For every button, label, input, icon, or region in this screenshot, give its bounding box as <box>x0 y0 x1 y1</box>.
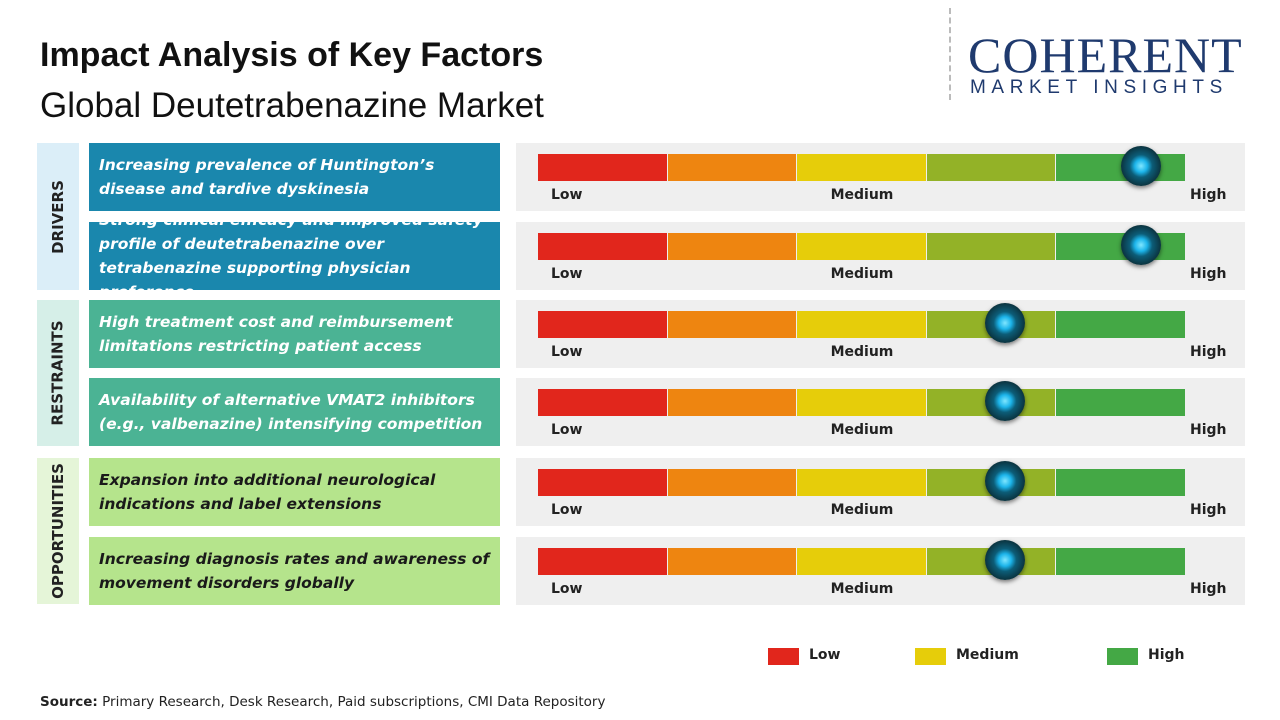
gauge-segment <box>797 311 926 338</box>
scale-label: High <box>1190 581 1227 597</box>
gauge: Low Medium High <box>516 378 1245 446</box>
gauge-segment <box>1056 311 1185 338</box>
source: Source: Primary Research, Desk Research,… <box>40 694 605 710</box>
gauge-segment <box>667 154 797 181</box>
gauge-segment <box>797 154 926 181</box>
impact-knob <box>1120 225 1161 265</box>
source-label: Source: <box>40 694 98 710</box>
divider <box>949 8 951 100</box>
gauge-segment <box>667 311 797 338</box>
scale-label: Low <box>551 187 583 203</box>
scale-label: Low <box>551 422 583 438</box>
legend-label: Medium <box>956 647 1019 663</box>
scale-label: Low <box>551 266 583 282</box>
legend-swatch <box>768 648 799 665</box>
gauge-segment <box>926 233 1056 260</box>
title: Impact Analysis of Key Factors <box>40 36 544 74</box>
group-panel: OPPORTUNITIES <box>37 458 79 604</box>
gauge-segment <box>797 233 926 260</box>
impact-knob <box>984 381 1025 421</box>
gauge: Low Medium High <box>516 458 1245 526</box>
impact-knob <box>984 303 1025 343</box>
gauge: Low Medium High <box>516 143 1245 211</box>
gauge-segment <box>797 548 926 575</box>
impact-knob <box>984 540 1025 580</box>
gauge-segment <box>538 154 667 181</box>
gauge-segment <box>797 469 926 496</box>
group-panel: RESTRAINTS <box>37 300 79 446</box>
gauge-segment <box>538 233 667 260</box>
scale-label: Low <box>551 581 583 597</box>
scale-label: Medium <box>830 266 894 282</box>
factor-text: Availability of alternative VMAT2 inhibi… <box>89 378 500 446</box>
factor-text: Increasing diagnosis rates and awareness… <box>89 537 500 605</box>
source-text: Primary Research, Desk Research, Paid su… <box>102 694 606 710</box>
factor-text: Expansion into additional neurological i… <box>89 458 500 526</box>
legend-label: Low <box>809 647 841 663</box>
gauge-segment <box>667 548 797 575</box>
impact-knob <box>984 461 1025 501</box>
factor-text: High treatment cost and reimbursement li… <box>89 300 500 368</box>
factor-text: Strong clinical efficacy and improved sa… <box>89 211 500 301</box>
scale-label: High <box>1190 422 1227 438</box>
subtitle: Global Deutetrabenazine Market <box>40 86 544 125</box>
gauge: Low Medium High <box>516 537 1245 605</box>
legend-swatch <box>1107 648 1138 665</box>
gauge-segment <box>1056 469 1185 496</box>
gauge: Low Medium High <box>516 300 1245 368</box>
logo-tagline: MARKET INSIGHTS <box>970 77 1228 98</box>
scale-label: Medium <box>830 187 894 203</box>
gauge-segment <box>667 233 797 260</box>
gauge-segment <box>797 389 926 416</box>
group-label: DRIVERS <box>49 179 68 254</box>
gauge-segment <box>1056 548 1185 575</box>
factor-text: Increasing prevalence of Huntington’s di… <box>89 143 500 211</box>
scale-label: Low <box>551 502 583 518</box>
group-label: RESTRAINTS <box>49 320 68 426</box>
scale-label: Medium <box>830 502 894 518</box>
gauge-segment <box>538 548 667 575</box>
scale-label: Medium <box>830 581 894 597</box>
gauge-segment <box>667 389 797 416</box>
gauge-segment <box>538 311 667 338</box>
impact-knob <box>1120 146 1161 186</box>
scale-label: High <box>1190 187 1227 203</box>
scale-label: Medium <box>830 344 894 360</box>
logo-name: COHERENT <box>968 27 1243 83</box>
scale-label: High <box>1190 502 1227 518</box>
gauge-segment <box>1056 389 1185 416</box>
scale-label: High <box>1190 266 1227 282</box>
scale-label: Low <box>551 344 583 360</box>
gauge: Low Medium High <box>516 222 1245 290</box>
gauge-segment <box>538 469 667 496</box>
scale-label: Medium <box>830 422 894 438</box>
gauge-segment <box>926 154 1056 181</box>
gauge-segment <box>667 469 797 496</box>
scale-label: High <box>1190 344 1227 360</box>
legend-swatch <box>915 648 946 665</box>
group-label: OPPORTUNITIES <box>49 463 67 599</box>
gauge-segment <box>538 389 667 416</box>
group-panel: DRIVERS <box>37 143 79 290</box>
legend-label: High <box>1148 647 1185 663</box>
